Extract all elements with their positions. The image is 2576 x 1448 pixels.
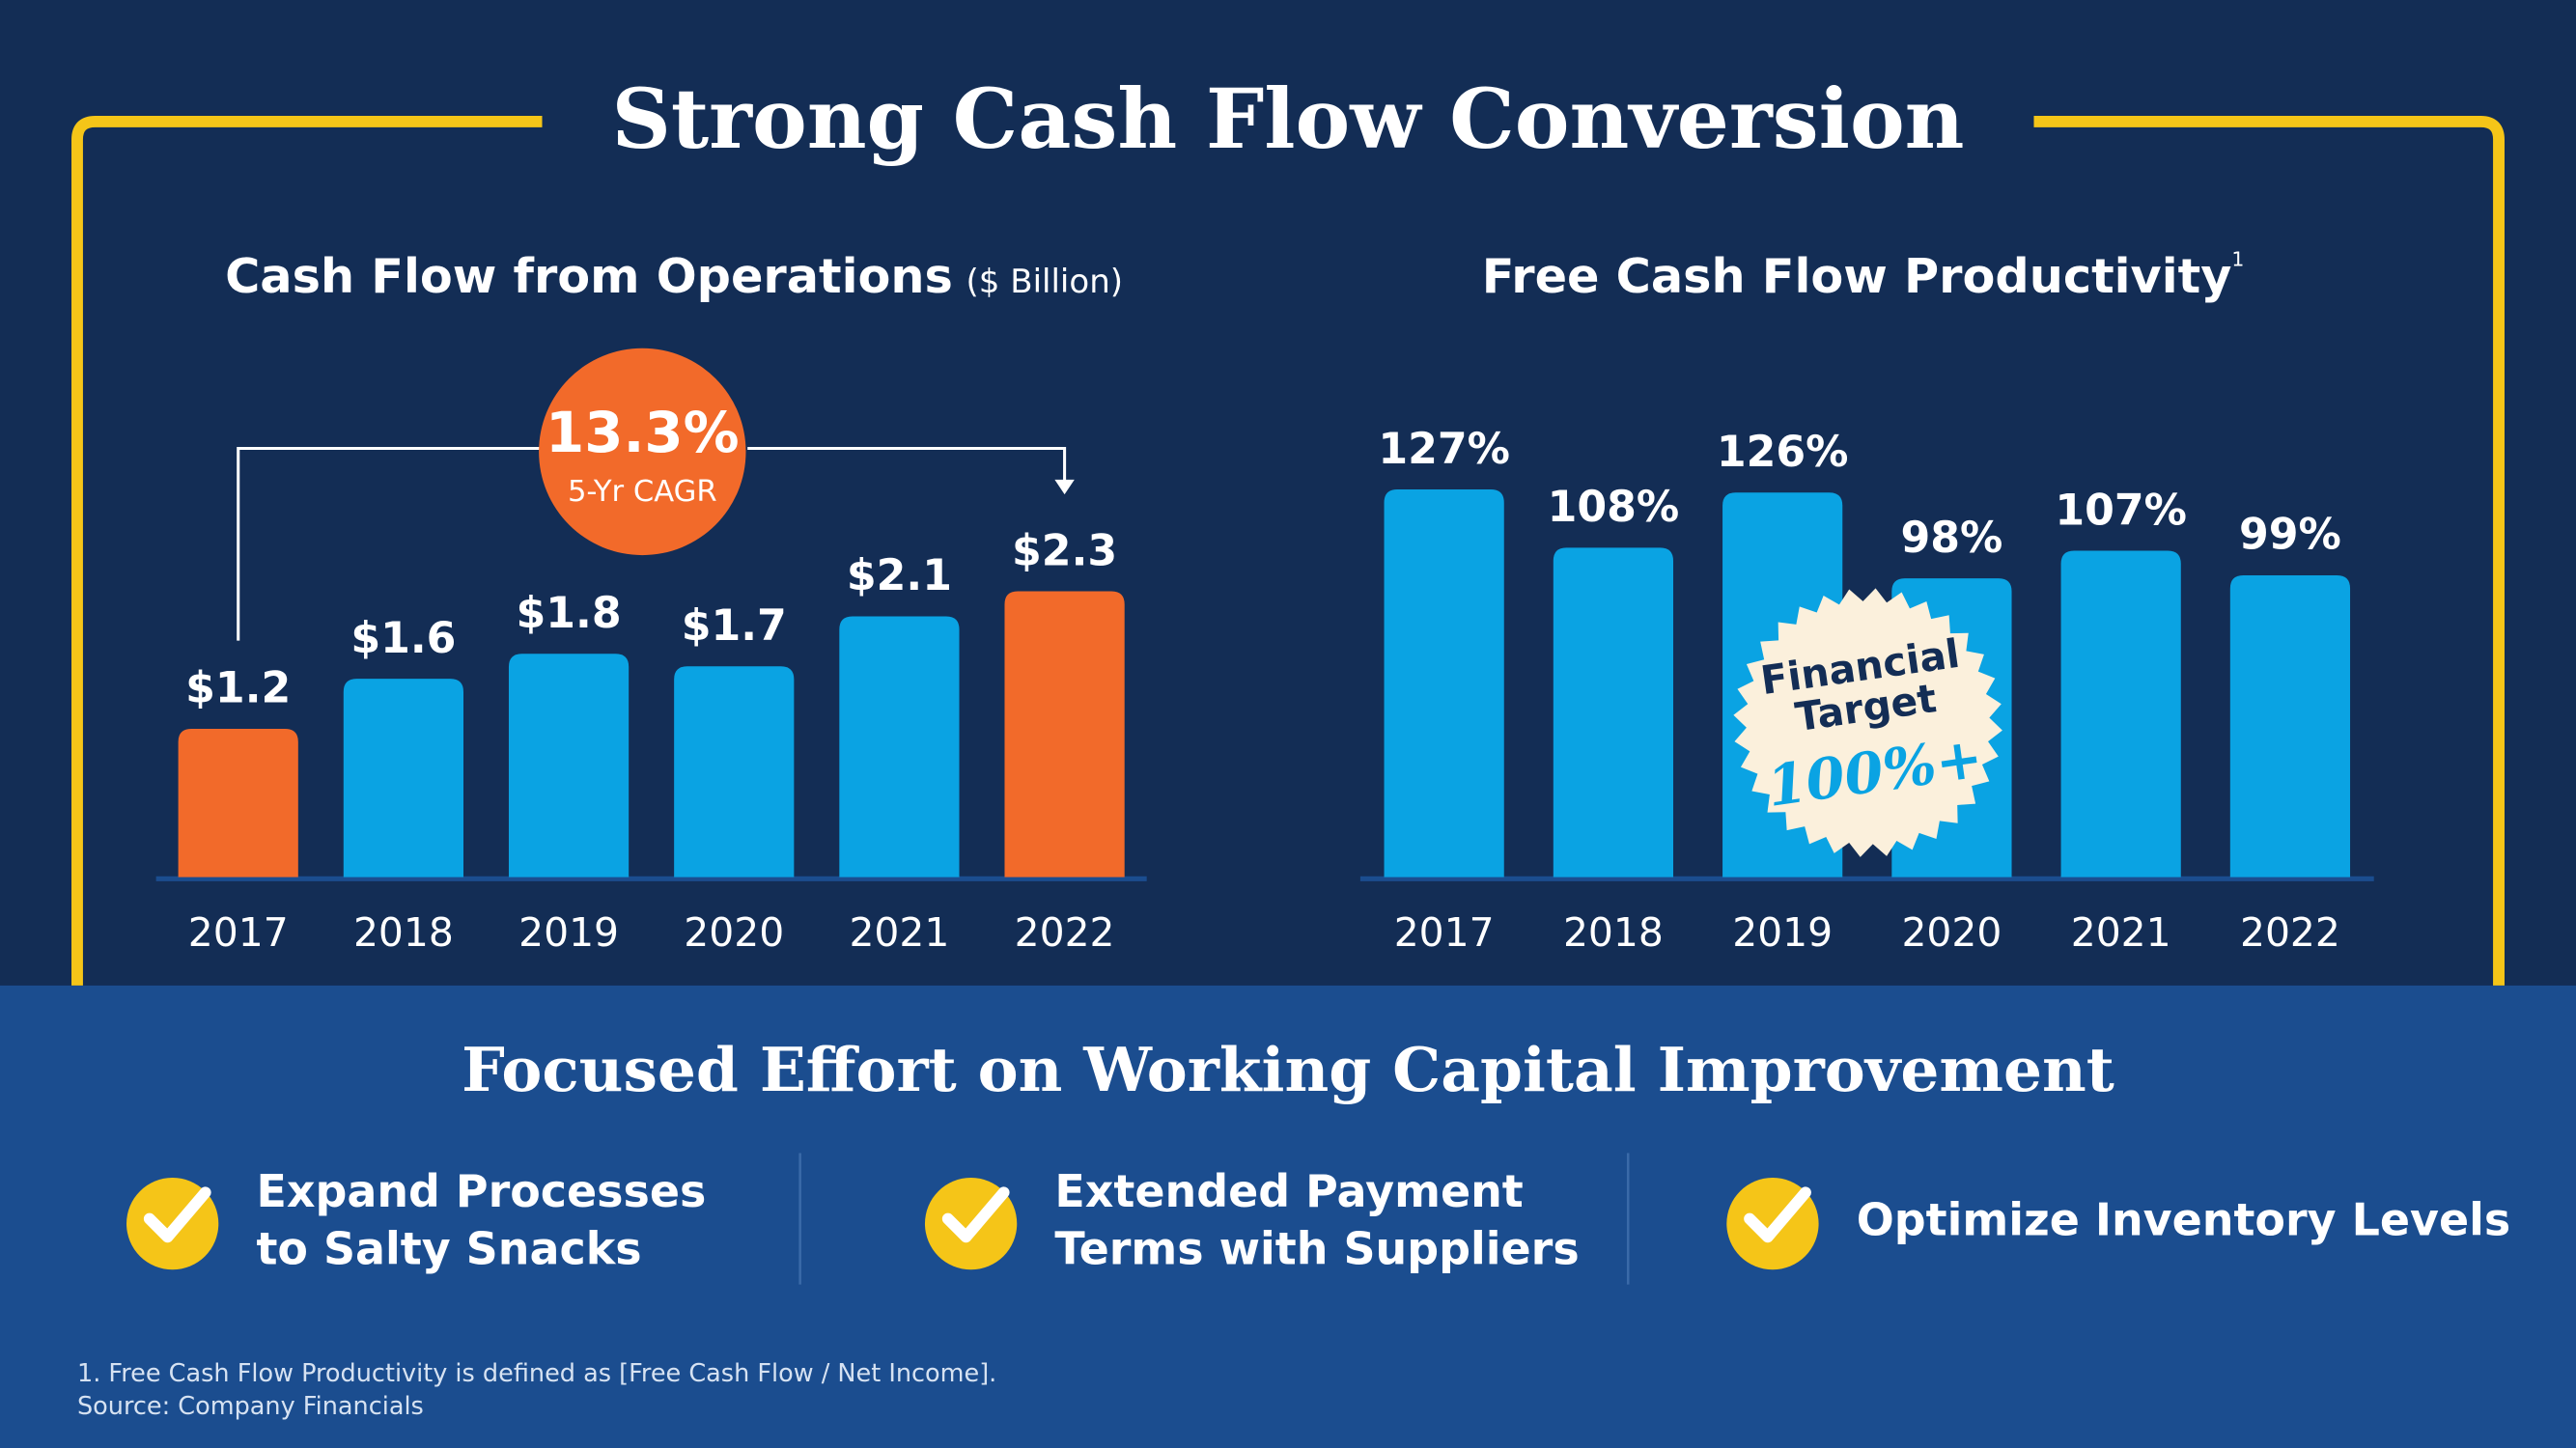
value-label: $1.7 <box>682 601 787 651</box>
check-mark <box>143 1186 211 1243</box>
bottom-panel <box>0 985 2576 1448</box>
cagr-label: 5-Yr CAGR <box>568 475 717 509</box>
footnote-mark: 1 <box>2231 248 2244 271</box>
x-tick-label: 2019 <box>518 909 619 956</box>
item-text: Optimize Inventory Levels <box>1857 1194 2510 1246</box>
chart-title-text: Free Cash Flow Productivity <box>1482 248 2232 304</box>
x-tick-label: 2020 <box>684 909 784 956</box>
check-mark <box>941 1186 1010 1243</box>
value-label: 126% <box>1717 428 1849 477</box>
chart-title: Cash Flow from Operations ($ Billion) <box>225 248 1123 304</box>
value-label: $1.6 <box>350 614 456 663</box>
item-text: Expand Processes <box>256 1165 706 1217</box>
bar <box>343 679 464 877</box>
bar <box>1553 547 1674 877</box>
value-label: 107% <box>2055 486 2187 535</box>
bar <box>1384 489 1504 877</box>
bar <box>1004 591 1125 877</box>
check-mark <box>1744 1186 1811 1243</box>
x-tick-label: 2022 <box>1015 909 1115 956</box>
cagr-arrow <box>1054 479 1075 495</box>
x-tick-label: 2021 <box>2071 909 2171 956</box>
section-title: Focused Effort on Working Capital Improv… <box>462 1034 2114 1105</box>
value-label: $1.2 <box>185 664 291 713</box>
cagr-badge <box>539 348 746 556</box>
value-label: $2.3 <box>1012 526 1117 575</box>
value-label: $1.8 <box>517 589 622 638</box>
value-label: 98% <box>1900 514 2002 563</box>
x-tick-label: 2021 <box>849 909 949 956</box>
x-tick-label: 2018 <box>353 909 454 956</box>
value-label: $2.1 <box>847 551 952 600</box>
slide-title: Strong Cash Flow Conversion <box>611 71 1964 168</box>
footnote: Source: Company Financials <box>77 1392 424 1421</box>
x-tick-label: 2022 <box>2240 909 2340 956</box>
cagr-value: 13.3% <box>546 400 740 465</box>
bar <box>508 654 630 877</box>
value-label: 127% <box>1378 425 1510 474</box>
value-label: 108% <box>1548 483 1680 532</box>
x-tick-label: 2018 <box>1563 909 1664 956</box>
item-text: to Salty Snacks <box>256 1222 641 1274</box>
x-tick-label: 2017 <box>1394 909 1495 956</box>
cagr-bracket <box>237 446 1067 641</box>
bar <box>674 666 795 877</box>
x-tick-label: 2019 <box>1732 909 1833 956</box>
x-tick-label: 2020 <box>1901 909 2002 956</box>
chart-unit: ($ Billion) <box>966 263 1124 301</box>
item-text: Terms with Suppliers <box>1054 1222 1579 1274</box>
value-label: 99% <box>2239 511 2341 560</box>
item-text: Extended Payment <box>1054 1165 1523 1217</box>
bar <box>178 728 298 877</box>
chart-title-text: Cash Flow from Operations <box>225 248 953 304</box>
x-tick-label: 2017 <box>188 909 289 956</box>
badge-shape <box>1733 588 2002 857</box>
bar <box>2229 574 2351 877</box>
bar <box>839 616 960 877</box>
bar <box>2060 550 2181 877</box>
footnote: 1. Free Cash Flow Productivity is define… <box>77 1359 996 1388</box>
chart-title: Free Cash Flow Productivity1 <box>1482 248 2245 304</box>
frame <box>71 115 2505 986</box>
